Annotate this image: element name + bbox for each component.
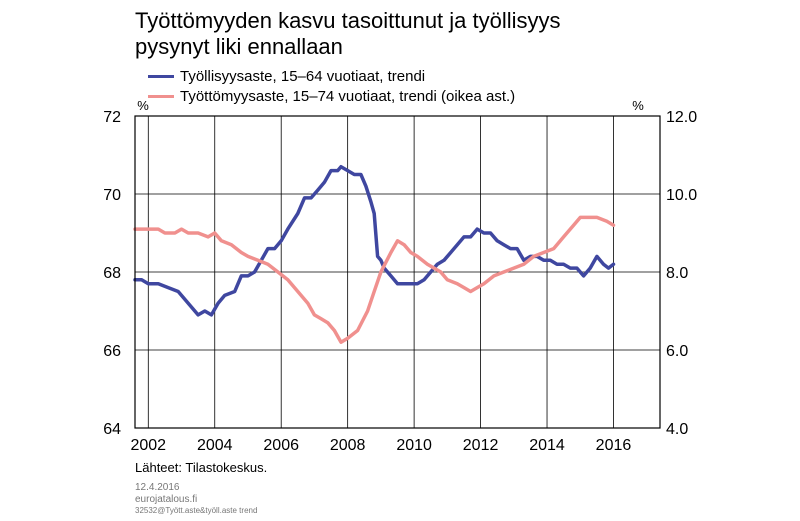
legend-item-employment: Työllisyysaste, 15–64 vuotiaat, trendi <box>148 66 515 86</box>
right-unit-label: % <box>632 98 644 113</box>
left-tick-label: 70 <box>103 187 121 204</box>
left-tick-label: 68 <box>103 265 121 282</box>
right-tick-label: 8.0 <box>666 265 688 282</box>
x-tick-label: 2012 <box>463 437 499 454</box>
source-note: Lähteet: Tilastokeskus. <box>135 460 268 475</box>
x-tick-label: 2008 <box>330 437 366 454</box>
right-tick-label: 10.0 <box>666 187 697 204</box>
x-tick-label: 2010 <box>396 437 432 454</box>
chart-id-note: 32532@Tyött.aste&työll.aste trend <box>135 506 258 515</box>
x-tick-label: 2004 <box>197 437 233 454</box>
x-tick-label: 2006 <box>263 437 299 454</box>
right-tick-label: 6.0 <box>666 343 688 360</box>
x-tick-label: 2014 <box>529 437 565 454</box>
chart-title-line-2: pysynyt liki ennallaan <box>135 34 343 59</box>
left-unit-label: % <box>137 98 149 113</box>
chart-legend: Työllisyysaste, 15–64 vuotiaat, trendi T… <box>148 66 515 106</box>
x-tick-label: 2016 <box>596 437 632 454</box>
legend-swatch-employment <box>148 74 174 78</box>
series-line-employment <box>133 164 616 317</box>
series-line-unemployment <box>133 215 616 344</box>
legend-item-unemployment: Työttömyysaste, 15–74 vuotiaat, trendi (… <box>148 86 515 106</box>
chart-title: Työttömyyden kasvu tasoittunut ja työlli… <box>135 8 561 60</box>
legend-label-unemployment: Työttömyysaste, 15–74 vuotiaat, trendi (… <box>180 87 516 105</box>
right-tick-label: 12.0 <box>666 109 697 126</box>
left-tick-label: 64 <box>103 421 121 438</box>
left-tick-label: 72 <box>103 109 121 126</box>
website-note: eurojatalous.fi <box>135 494 198 505</box>
legend-swatch-unemployment <box>148 94 174 98</box>
chart-title-line-1: Työttömyyden kasvu tasoittunut ja työlli… <box>135 8 561 33</box>
right-tick-label: 4.0 <box>666 421 688 438</box>
x-tick-label: 2002 <box>130 437 166 454</box>
plot-frame <box>134 115 661 429</box>
date-note: 12.4.2016 <box>135 482 180 493</box>
left-tick-label: 66 <box>103 343 121 360</box>
legend-label-employment: Työllisyysaste, 15–64 vuotiaat, trendi <box>180 67 426 85</box>
